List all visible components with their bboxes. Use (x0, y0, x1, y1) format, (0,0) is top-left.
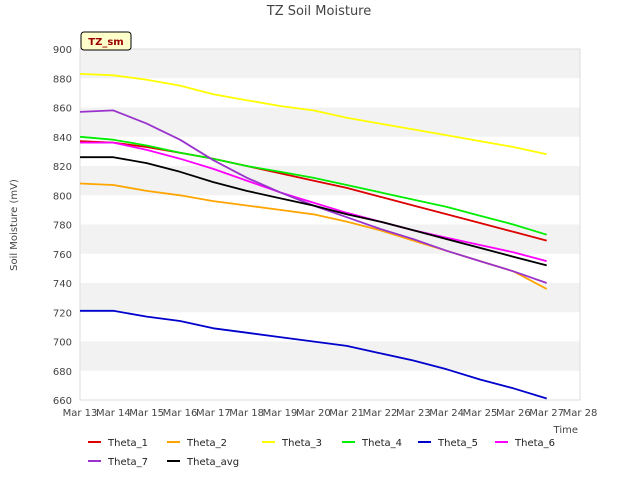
y-axis-ticks: 660 680 700 720 740 760 780 800 820 840 860 880 900 (53, 45, 72, 407)
series-line-theta-5 (80, 309, 547, 400)
legend-label: Theta_6 (514, 438, 555, 449)
x-tick-label: Mar 19 (263, 408, 298, 419)
series-line-theta-4 (79, 135, 547, 236)
plot-background (79, 48, 581, 401)
y-tick-label: 840 (53, 133, 72, 144)
legend: Theta_1 Theta_2 Theta_3 Theta_4 Theta_5 Theta… (88, 438, 555, 468)
x-tick-label: Mar 28 (563, 408, 598, 419)
legend-label: Theta_3 (281, 438, 322, 449)
x-tick-label: Mar 17 (196, 408, 231, 419)
x-tick-label: Mar 21 (329, 408, 364, 419)
grid-band (80, 49, 580, 79)
x-tick-label: Mar 26 (496, 408, 531, 419)
series-lines (79, 73, 548, 400)
x-tick-label: Mar 25 (463, 408, 498, 419)
grid-band (80, 283, 580, 313)
legend-label: Theta_avg (186, 457, 239, 468)
x-tick-label: Mar 22 (363, 408, 398, 419)
chart-title: TZ Soil Moisture (266, 4, 372, 19)
y-tick-label: 760 (53, 250, 72, 261)
series-line-theta-3 (79, 73, 547, 156)
legend-label: Theta_1 (107, 438, 148, 449)
y-tick-label: 720 (53, 308, 72, 319)
x-tick-label: Mar 15 (129, 408, 164, 419)
y-tick-label: 880 (53, 74, 72, 85)
y-tick-label: 780 (53, 221, 72, 232)
x-axis-label: Time (553, 425, 578, 436)
x-tick-label: Mar 14 (96, 408, 131, 419)
y-tick-label: 820 (53, 162, 72, 173)
y-tick-label: 700 (53, 338, 72, 349)
legend-label: Theta_7 (107, 457, 148, 468)
legend-label: Theta_5 (437, 438, 478, 449)
grid-band (80, 341, 580, 371)
series-line-theta-1 (79, 140, 547, 242)
x-tick-label: Mar 20 (296, 408, 331, 419)
series-line-theta-avg (80, 156, 547, 267)
legend-label: Theta_2 (186, 438, 227, 449)
grid-band (80, 107, 580, 137)
x-tick-label: Mar 24 (429, 408, 464, 419)
annotation-label: TZ_sm (88, 37, 123, 48)
x-tick-label: Mar 13 (63, 408, 98, 419)
plot-frame (79, 48, 581, 401)
x-tick-label: Mar 16 (163, 408, 198, 419)
legend-label: Theta_4 (361, 438, 402, 449)
x-tick-label: Mar 18 (229, 408, 264, 419)
y-tick-label: 680 (53, 367, 72, 378)
x-tick-label: Mar 23 (396, 408, 431, 419)
y-tick-label: 900 (53, 45, 72, 56)
x-tick-label: Mar 27 (529, 408, 564, 419)
y-tick-label: 660 (53, 396, 72, 407)
annotation-box: TZ_sm (80, 31, 132, 51)
series-line-theta-6 (80, 141, 547, 262)
y-tick-label: 800 (53, 191, 72, 202)
y-tick-label: 740 (53, 279, 72, 290)
y-axis-label: Soil Moisture (mV) (9, 179, 20, 271)
y-tick-label: 860 (53, 104, 72, 115)
